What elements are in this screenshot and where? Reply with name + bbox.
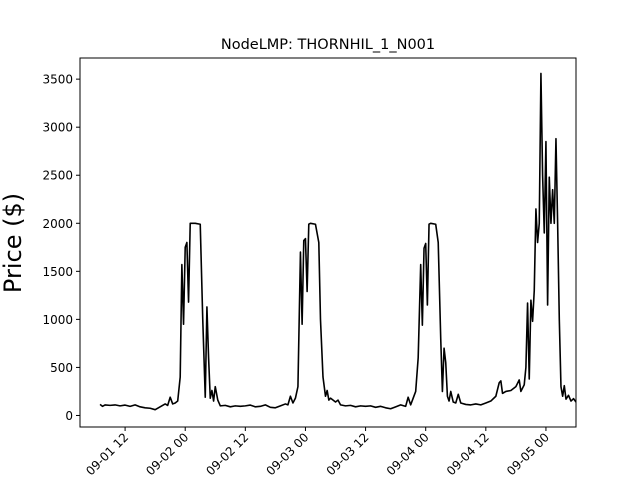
y-tick-label: 3500 (42, 73, 73, 87)
series-line-price (99, 72, 576, 411)
y-tick-label: 0 (65, 409, 73, 423)
y-axis-ticks: 0 500 1000 1500 2000 2500 3000 3500 (42, 73, 80, 423)
y-tick-label: 500 (50, 361, 73, 375)
y-tick-label: 1000 (42, 313, 73, 327)
y-tick-label: 3000 (42, 121, 73, 135)
plot-area-frame (79, 57, 577, 428)
y-tick-label: 2000 (42, 217, 73, 231)
y-axis-label: Price ($) (0, 193, 27, 293)
y-tick-label: 2500 (42, 169, 73, 183)
y-tick-label: 1500 (42, 265, 73, 279)
chart-title: NodeLMP: THORNHIL_1_N001 (221, 37, 435, 53)
